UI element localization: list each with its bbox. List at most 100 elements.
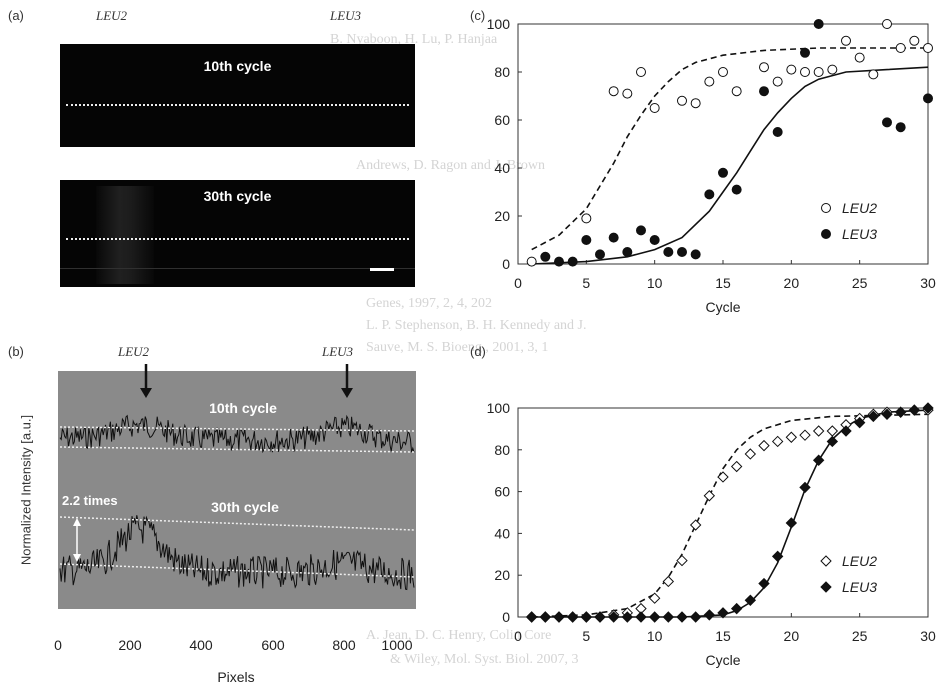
bg-text-line: L. P. Stephenson, B. H. Kennedy and J.	[366, 318, 587, 333]
x-tick-label: 0	[54, 637, 62, 653]
y-tick-label: 60	[494, 112, 510, 128]
legend-marker-leu2	[821, 203, 831, 213]
data-point-leu3	[840, 425, 852, 437]
legend-marker-leu3	[820, 581, 832, 593]
data-point-leu2	[771, 435, 784, 448]
x-tick-label: 20	[784, 275, 800, 291]
baseline-top-lower	[59, 446, 415, 453]
ratio-arrow-head-up	[73, 518, 81, 526]
data-point-leu3	[799, 481, 811, 494]
y-tick-label: 80	[494, 442, 510, 458]
data-point-leu3	[771, 550, 784, 563]
x-tick-label: 20	[784, 628, 800, 644]
x-tick-label: 30	[920, 628, 936, 644]
data-point-leu2	[677, 95, 687, 106]
trace-30th-cycle	[59, 515, 415, 591]
data-point-leu2	[813, 67, 824, 77]
data-point-leu3	[731, 184, 742, 195]
baseline-bottom-upper	[59, 516, 415, 531]
bg-text-line: Sauve, M. S. Bioeng., 2001, 3, 1	[366, 340, 549, 355]
data-point-leu3	[595, 249, 605, 260]
ratio-label: 2.2 times	[62, 493, 118, 508]
data-point-leu3	[867, 410, 880, 423]
data-point-leu3	[581, 235, 592, 245]
y-tick-label: 40	[494, 525, 510, 541]
data-point-leu3	[758, 577, 770, 590]
data-point-leu3	[882, 117, 892, 128]
data-point-leu3	[540, 251, 551, 262]
leu3-arrow-head	[341, 388, 353, 398]
leu2-label: LEU2	[118, 344, 150, 359]
data-point-leu3	[894, 406, 907, 418]
panel-b-label: (b)	[8, 344, 24, 359]
data-point-leu2	[718, 67, 728, 77]
gel-image-10th-cycle: 10th cycle	[60, 44, 415, 147]
y-tick-label: 100	[487, 16, 511, 32]
x-tick-label: 10	[647, 628, 663, 644]
data-point-leu3	[663, 247, 674, 257]
data-point-leu3	[812, 454, 825, 466]
data-point-leu3	[826, 435, 839, 448]
data-point-leu2	[648, 592, 661, 604]
data-point-leu2	[636, 67, 646, 77]
leu2-arrow-head	[140, 388, 152, 398]
data-point-leu2	[622, 88, 633, 99]
x-tick-label: 5	[582, 275, 590, 291]
data-point-leu3	[539, 611, 552, 623]
data-point-leu3	[704, 189, 715, 200]
data-point-leu3	[785, 517, 798, 529]
data-point-leu3	[580, 611, 593, 623]
data-point-leu2	[526, 256, 537, 267]
x-tick-label: 30	[920, 275, 936, 291]
data-point-leu2	[923, 43, 933, 53]
data-point-leu3	[594, 611, 606, 623]
data-point-leu3	[662, 611, 675, 623]
legend-label-leu3: LEU3	[842, 579, 877, 595]
x-tick-label: 0	[514, 275, 522, 291]
data-point-leu2	[744, 448, 757, 460]
data-point-leu3	[718, 167, 728, 178]
data-point-leu3	[636, 225, 646, 236]
data-point-leu2	[704, 76, 715, 87]
legend-label-leu2: LEU2	[842, 200, 877, 216]
data-point-leu3	[648, 611, 661, 623]
data-point-leu3	[554, 256, 564, 267]
x-tick-label: 0	[514, 628, 522, 644]
data-point-leu3	[689, 611, 702, 623]
leu3-label: LEU3	[330, 8, 362, 23]
x-tick-label: 5	[582, 628, 590, 644]
data-point-leu3	[772, 127, 783, 137]
data-point-leu3	[881, 408, 893, 420]
plot-background	[58, 371, 416, 609]
data-point-leu3	[744, 594, 757, 606]
panel-c-label: (c)	[470, 8, 486, 23]
ratio-arrow-head-down	[73, 554, 81, 562]
gel-image-30th-cycle: 30th cycle	[60, 180, 415, 287]
data-point-leu3	[908, 404, 921, 416]
data-point-leu3	[677, 247, 687, 257]
y-tick-label: 100	[487, 400, 511, 416]
legend-label-leu2: LEU2	[842, 553, 877, 569]
y-tick-label: 0	[502, 609, 510, 625]
data-point-leu2	[689, 519, 702, 531]
y-tick-label: 60	[494, 484, 510, 500]
data-point-leu2	[676, 554, 688, 567]
data-point-leu2	[649, 103, 660, 113]
data-point-leu2	[827, 64, 838, 75]
x-tick-label: 400	[189, 637, 213, 653]
fit-curve-leu3	[531, 66, 929, 265]
baseline-bottom-lower	[59, 563, 415, 578]
gel-title-top: 10th cycle	[203, 58, 272, 74]
data-point-leu2	[868, 69, 879, 80]
data-point-leu2	[662, 575, 675, 588]
gel-title-bottom: 30th cycle	[203, 188, 272, 204]
data-point-leu3	[649, 235, 660, 245]
data-point-leu2	[909, 35, 920, 46]
bg-text-line: & Wiley, Mol. Syst. Biol. 2007, 3	[390, 652, 579, 667]
y-tick-label: 20	[494, 208, 510, 224]
x-tick-label: 1000	[381, 637, 412, 653]
data-point-leu3	[853, 416, 866, 429]
fit-curve-leu2	[531, 47, 928, 251]
y-tick-label: 80	[494, 64, 510, 80]
data-point-leu2	[772, 76, 783, 87]
